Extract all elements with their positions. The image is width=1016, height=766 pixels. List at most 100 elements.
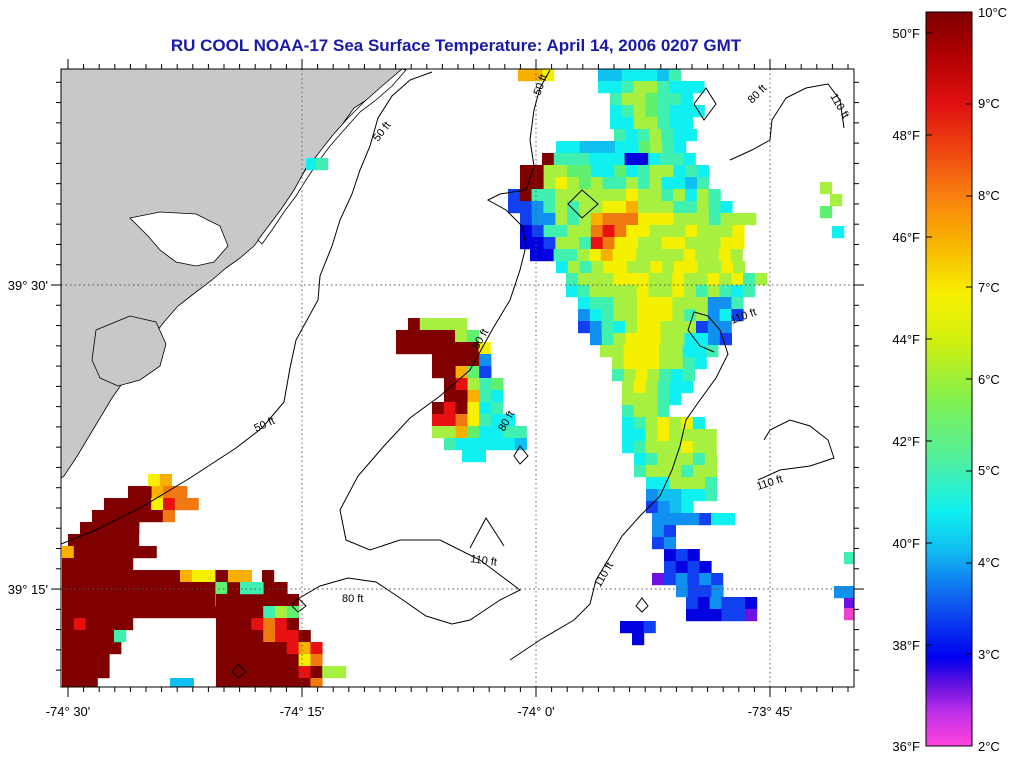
sst-pixel (310, 654, 323, 667)
sst-pixel (598, 69, 611, 82)
sst-pixel (542, 153, 555, 166)
sst-pixel (148, 474, 161, 487)
sst-pixel (168, 594, 181, 607)
sst-pixel (622, 417, 635, 430)
sst-pixel (132, 582, 145, 595)
sst-pixel (696, 201, 709, 214)
marsh-island-shape (91, 315, 167, 387)
sst-pixel (648, 285, 661, 298)
sst-pixel (675, 549, 688, 562)
sst-pixel (432, 414, 445, 427)
sst-pixel (115, 534, 128, 547)
sst-pixel (251, 606, 264, 619)
sst-pixel (638, 261, 651, 274)
sst-pixel (275, 666, 288, 679)
sst-pixel (62, 666, 75, 679)
sst-pixel (687, 549, 700, 562)
sst-pixel (719, 285, 732, 298)
sst-pixel (286, 630, 299, 643)
cb-label-48f: 48°F (892, 128, 920, 143)
bathymetry-contours (61, 69, 845, 679)
sst-pixel (73, 606, 86, 619)
sst-pixel (520, 237, 533, 250)
x-axis-labels: -74° 30' -74° 15' -74° 0' -73° 45' (46, 704, 793, 719)
sst-pixel (591, 261, 604, 274)
sst-pixel (613, 285, 626, 298)
sst-pixel (316, 158, 329, 171)
sst-pixel (275, 630, 288, 643)
sst-pixel (298, 654, 311, 667)
sst-pixel (820, 206, 833, 219)
sst-pixel (624, 153, 637, 166)
sst-pixel (543, 225, 556, 238)
sst-pixel (85, 558, 98, 571)
map-title: RU COOL NOAA-17 Sea Surface Temperature:… (171, 36, 742, 55)
sst-pixel (298, 630, 311, 643)
sst-pixel (669, 93, 682, 106)
cb-label-2c: 2°C (978, 739, 1000, 754)
sst-pixel (443, 354, 456, 367)
sst-pixel (669, 381, 682, 394)
sst-pixel (680, 81, 693, 94)
sst-pixel (602, 213, 615, 226)
sst-pixel (602, 201, 615, 214)
sst-pixel (614, 189, 627, 202)
sst-pixel (97, 642, 110, 655)
inner-bay-shape (129, 211, 229, 267)
sst-pixel (567, 177, 580, 190)
sst-pixel (662, 141, 675, 154)
sst-pixel (109, 558, 122, 571)
sst-pixel (62, 570, 75, 583)
colorbar-ticks (926, 11, 972, 747)
sst-pixel (623, 345, 636, 358)
sst-pixel (97, 618, 110, 631)
sst-pixel (180, 570, 193, 583)
sst-pixel (633, 381, 646, 394)
sst-pixel (720, 213, 733, 226)
sst-pixel (73, 678, 86, 687)
sst-pixel (310, 666, 323, 679)
sst-pixel (692, 429, 705, 442)
sst-pixel (671, 249, 684, 262)
sst-pixel (637, 297, 650, 310)
sst-pixel (156, 594, 169, 607)
sst-pixel (263, 654, 276, 667)
sst-pixel (590, 177, 603, 190)
sst-pixel (115, 498, 128, 511)
sst-pixel (711, 585, 724, 598)
cb-label-50f: 50°F (892, 26, 920, 41)
sst-pixel (97, 654, 110, 667)
sst-pixel (697, 177, 710, 190)
sst-pixel (479, 390, 492, 403)
sst-pixel (589, 285, 602, 298)
sst-pixel (455, 318, 468, 331)
sst-pixel (695, 273, 708, 286)
sst-pixel (681, 501, 694, 514)
sst-pixel (227, 618, 240, 631)
sst-pixel (623, 357, 636, 370)
sst-pixel (626, 213, 639, 226)
sst-pixel (711, 573, 724, 586)
sst-pixel (591, 141, 604, 154)
sst-pixel (298, 666, 311, 679)
sst-pixel (227, 582, 240, 595)
sst-pixel (647, 357, 660, 370)
sst-pixel (286, 606, 299, 619)
sst-pixel (163, 498, 176, 511)
sst-pixel (731, 297, 744, 310)
sst-pixel (844, 586, 854, 599)
sst-pixel (613, 309, 626, 322)
sst-pixel (834, 586, 847, 599)
sst-pixel (443, 366, 456, 379)
sst-pixel (704, 441, 717, 454)
sst-pixel (144, 606, 157, 619)
sst-pixel (659, 357, 672, 370)
sst-pixel (675, 513, 688, 526)
sst-pixel (519, 201, 532, 214)
sst-pixel (696, 189, 709, 202)
sst-pixel (672, 297, 685, 310)
sst-pixel (419, 318, 432, 331)
sst-pixel (657, 105, 670, 118)
sst-pixel (685, 201, 698, 214)
sst-pixel (620, 621, 633, 634)
